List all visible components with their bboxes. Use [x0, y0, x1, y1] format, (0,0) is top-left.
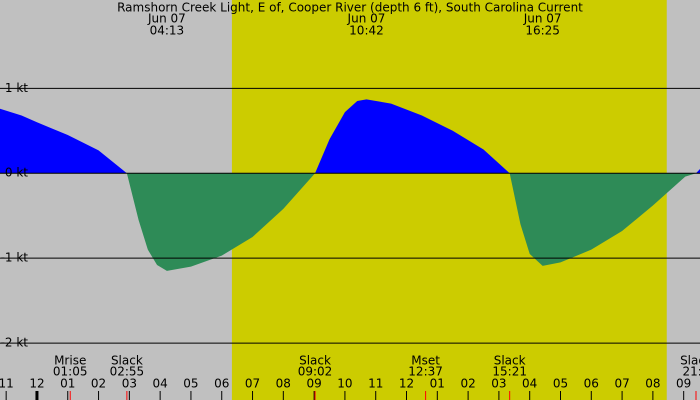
peak-date: Jun 07 — [523, 12, 562, 26]
x-tick-label: 09 — [676, 377, 691, 391]
x-tick-label: 10 — [337, 377, 352, 391]
x-tick-label: 06 — [214, 377, 229, 391]
event-time: 12:37 — [408, 365, 443, 379]
event-time: 21:2 — [683, 365, 700, 379]
peak-time: 04:13 — [150, 24, 185, 38]
x-tick-label: 03 — [122, 377, 137, 391]
x-tick-label: 11 — [0, 377, 14, 391]
x-tick-label: 12 — [399, 377, 414, 391]
event-name: Mrise — [54, 354, 86, 368]
x-tick-label: 08 — [276, 377, 291, 391]
flood-area — [0, 99, 700, 174]
x-tick-label: 11 — [368, 377, 383, 391]
x-tick-label: 09 — [306, 377, 321, 391]
x-tick-label: 03 — [491, 377, 506, 391]
x-tick-label: 07 — [614, 377, 629, 391]
event-name: Slack — [494, 354, 526, 368]
peak-date: Jun 07 — [347, 12, 386, 26]
event-time: 15:21 — [492, 365, 527, 379]
event-time: 01:05 — [53, 365, 88, 379]
x-tick-label: 07 — [245, 377, 260, 391]
peak-time: 16:25 — [525, 24, 560, 38]
event-name: Slack — [299, 354, 331, 368]
chart-title: Ramshorn Creek Light, E of, Cooper River… — [117, 1, 583, 15]
x-tick-label: 06 — [584, 377, 599, 391]
ebb-area — [126, 173, 696, 271]
x-tick-label: 02 — [460, 377, 475, 391]
y-tick-label: 0 kt — [5, 166, 28, 180]
x-tick-label: 12 — [29, 377, 44, 391]
y-tick-label: -1 kt — [1, 251, 29, 265]
x-tick-label: 02 — [91, 377, 106, 391]
x-tick-label: 08 — [645, 377, 660, 391]
x-tick-label: 01 — [60, 377, 75, 391]
x-tick-label: 05 — [553, 377, 568, 391]
x-tick-label: 04 — [153, 377, 168, 391]
peak-time: 10:42 — [349, 24, 384, 38]
event-name: Slack — [680, 354, 700, 368]
x-tick-label: 05 — [183, 377, 198, 391]
event-time: 02:55 — [110, 365, 145, 379]
x-tick-label: 01 — [430, 377, 445, 391]
peak-date: Jun 07 — [147, 12, 186, 26]
x-tick-label: 04 — [522, 377, 537, 391]
event-name: Slack — [111, 354, 143, 368]
event-time: 09:02 — [298, 365, 333, 379]
y-tick-label: 1 kt — [5, 81, 28, 95]
y-tick-label: -2 kt — [1, 336, 29, 350]
event-name: Mset — [411, 354, 440, 368]
